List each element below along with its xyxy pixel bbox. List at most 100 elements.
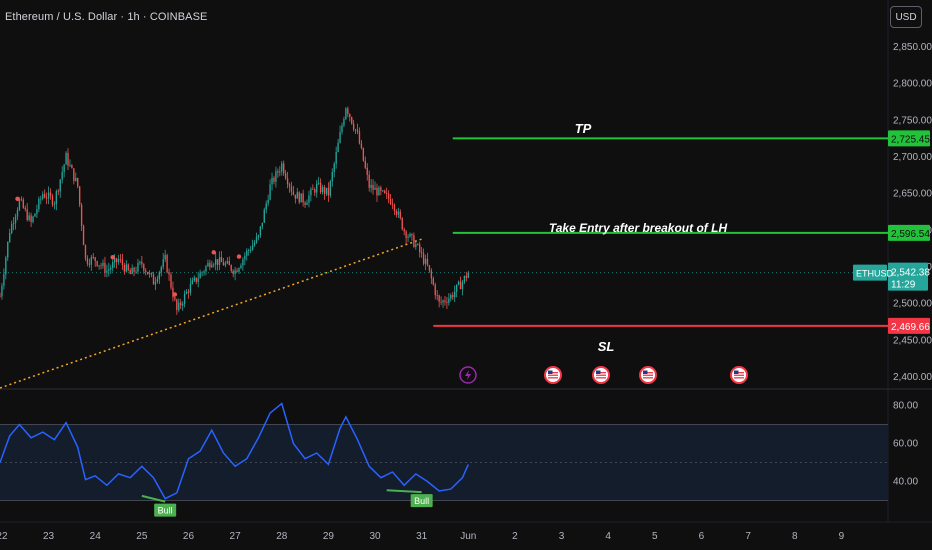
candle-body <box>378 187 380 196</box>
bull-badge <box>154 503 177 517</box>
entry-price-tag: 2,596.54 <box>891 229 930 240</box>
trendline <box>0 238 422 389</box>
candle-body <box>304 202 306 205</box>
candle-body <box>230 265 232 271</box>
rsi-tick-label: 60.00 <box>893 439 918 450</box>
candle-body <box>327 187 330 196</box>
candle-body <box>351 117 353 124</box>
candle-body <box>166 255 168 273</box>
candle-body <box>213 264 215 266</box>
candle-body <box>362 147 365 161</box>
flag-stripe <box>643 377 653 379</box>
candle-body <box>178 302 180 311</box>
candle-body <box>193 277 195 281</box>
candle-body <box>154 281 157 285</box>
candle-body <box>150 273 153 275</box>
candle-body <box>246 250 248 256</box>
candle-body <box>86 258 89 264</box>
candle-body <box>341 125 343 133</box>
candle-body <box>80 204 83 226</box>
candle-body <box>413 235 415 247</box>
candle-body <box>38 198 40 210</box>
candle-body <box>77 178 79 187</box>
candle-body <box>20 199 23 201</box>
candle-body <box>55 191 58 204</box>
candle-body <box>131 267 133 275</box>
time-tick-label: 2 <box>512 531 518 542</box>
candles-layer <box>0 106 469 315</box>
candle-body <box>160 267 162 273</box>
candle-body <box>263 209 265 223</box>
candle-body <box>364 160 366 168</box>
lightning-icon <box>459 366 477 384</box>
candle-body <box>12 223 15 225</box>
candle-body <box>269 184 271 200</box>
candle-body <box>3 274 5 286</box>
candle-body <box>228 261 230 266</box>
candle-body <box>452 295 454 298</box>
candle-body <box>84 245 87 259</box>
flag-stripe <box>643 372 653 374</box>
time-tick-label: 4 <box>605 531 611 542</box>
candle-body <box>220 257 223 263</box>
symbol-title: Ethereum / U.S. Dollar · 1h · COINBASE <box>5 11 208 23</box>
entry-label: Take Entry after breakout of LH <box>549 221 728 235</box>
candle-body <box>292 191 295 195</box>
candle-body <box>139 261 141 263</box>
event-icons-layer <box>459 366 748 384</box>
candle-body <box>10 223 13 234</box>
candle-body <box>450 295 452 299</box>
time-tick-label: 29 <box>323 531 335 542</box>
candle-body <box>387 193 390 199</box>
candle-body <box>430 270 433 279</box>
candle-body <box>112 262 114 268</box>
time-tick-label: 26 <box>183 531 195 542</box>
candle-body <box>218 257 221 265</box>
candle-body <box>26 209 28 220</box>
candle-body <box>267 199 269 204</box>
price-tick-label: 2,400.00 <box>893 372 932 383</box>
candle-body <box>224 263 227 266</box>
candle-body <box>28 215 30 220</box>
time-tick-label: 31 <box>416 531 428 542</box>
entry-price-tag-bg <box>888 224 930 241</box>
candle-body <box>232 270 234 274</box>
bull-divergence-line <box>386 489 422 494</box>
candle-body <box>399 211 401 218</box>
candle-body <box>279 171 281 173</box>
candle-body <box>162 259 164 268</box>
time-tick-label: 30 <box>369 531 381 542</box>
candle-body <box>181 303 184 306</box>
price-tick-label: 2,650.00 <box>893 189 932 200</box>
candle-body <box>248 250 250 252</box>
price-tick-label: 2,450.00 <box>893 335 932 346</box>
candle-body <box>335 151 337 164</box>
candle-body <box>302 193 304 203</box>
candle-body <box>321 186 324 193</box>
candle-body <box>300 193 302 203</box>
sl-label: SL <box>598 339 615 354</box>
flag-stripe <box>734 377 744 379</box>
sl-price-tag: 2,469.66 <box>891 322 930 333</box>
flag-stripe <box>734 374 744 376</box>
candle-body <box>129 270 131 275</box>
candle-body <box>358 131 361 144</box>
candle-body <box>234 270 236 274</box>
candle-body <box>146 272 149 275</box>
candle-body <box>156 279 159 282</box>
candle-body <box>271 177 273 185</box>
candle-body <box>463 276 466 282</box>
time-tick-label: 25 <box>136 531 148 542</box>
candle-body <box>59 179 61 192</box>
candle-body <box>467 272 469 278</box>
candle-body <box>222 262 225 266</box>
candle-body <box>372 184 374 190</box>
candle-body <box>273 177 275 182</box>
candle-body <box>339 132 341 143</box>
candle-body <box>403 229 405 232</box>
flag-stripe <box>548 377 558 379</box>
flag-stripe <box>548 374 558 376</box>
currency-button[interactable]: USD <box>890 6 922 28</box>
candle-body <box>209 262 211 268</box>
